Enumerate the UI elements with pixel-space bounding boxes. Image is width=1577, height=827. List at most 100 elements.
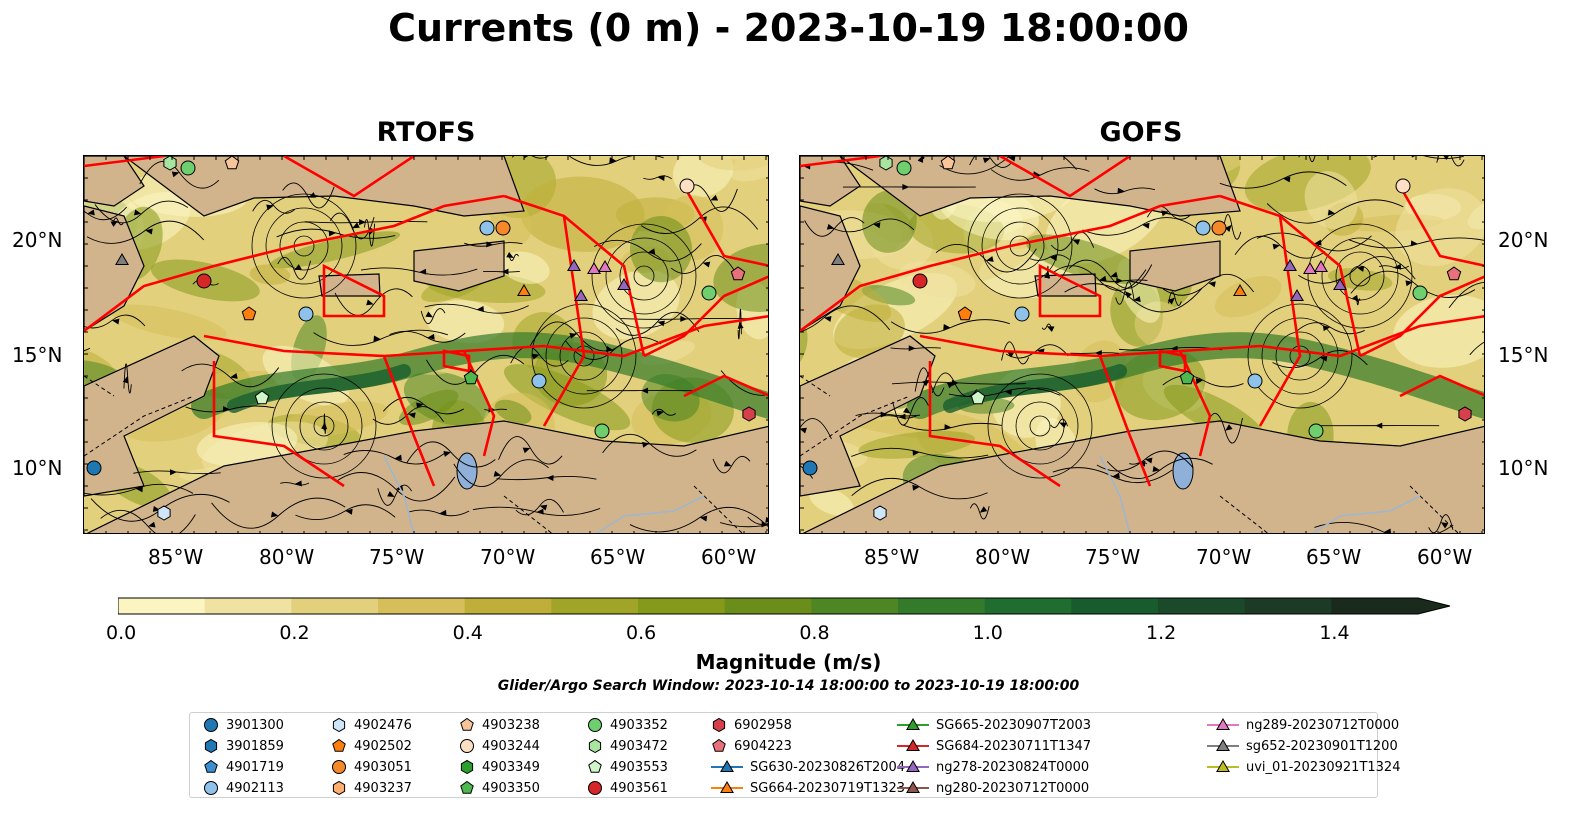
legend-marker-icon [712,738,726,752]
legend-marker-icon [906,781,920,793]
panel-title-rtofs: RTOFS [376,117,476,148]
land-cuba [123,156,525,217]
colorbar-segment [724,598,812,614]
legend-marker-icon [1216,760,1230,772]
legend-label: uvi_01-20230921T1324 [1246,759,1401,775]
float-marker [180,160,196,176]
float-marker [196,273,212,289]
legend-item: 3901859 [202,736,284,756]
lon-tick-label: 75°W [1085,545,1141,569]
colorbar-segment [378,598,466,614]
float-marker [495,220,511,236]
legend-marker-icon [588,738,602,754]
legend-marker-icon [906,718,920,730]
land-central-america-south [800,335,936,497]
colorbar-segment [638,598,726,614]
legend-label: 4902113 [226,780,284,796]
float-marker [831,253,845,265]
legend-item: ng289-20230712T0000 [1206,715,1399,735]
float-marker [957,306,973,321]
legend-marker-icon [588,759,602,773]
land-mexico [800,156,861,207]
float-marker [1308,423,1324,439]
float-marker [241,306,257,321]
float-marker [1290,289,1304,301]
lon-tick-label: 85°W [864,545,920,569]
land-mexico [84,156,145,207]
legend-item: 4902476 [330,715,412,735]
legend-label: ng280-20230712T0000 [936,780,1090,796]
float-marker [896,160,912,176]
legend-item: 4903352 [586,715,668,735]
legend-item: uvi_01-20230921T1324 [1206,757,1400,777]
float-marker [802,460,818,476]
float-marker [1014,306,1030,322]
lat-tick-label: 15°N [1498,343,1549,367]
legend-item: 6904223 [710,736,792,756]
legend-label: 4903238 [482,717,540,733]
colorbar-tick-label: 0.6 [626,622,657,644]
legend-marker-icon [332,780,346,796]
lake-maracaibo [456,452,478,490]
float-marker [479,220,495,236]
legend-item: SG684-20230711T1347 [896,736,1091,756]
legend-item: 4903350 [458,778,540,798]
float-marker [742,406,756,422]
legend-marker-icon [204,781,218,795]
lon-tick-label: 60°W [701,545,757,569]
legend-label: sg652-20230901T1200 [1246,738,1398,754]
lon-tick-label: 85°W [148,545,204,569]
float-marker [1233,284,1247,296]
lat-tick-label: 15°N [12,343,63,367]
float-marker [594,423,610,439]
float-marker [1446,266,1462,281]
land-central-america [84,205,145,332]
float-marker [617,278,631,290]
float-marker [873,505,887,521]
float-marker [1314,260,1328,272]
lat-tick-label: 20°N [1498,228,1549,252]
land-south-america [802,420,1484,533]
legend-marker-icon [906,739,920,751]
map-panel-gofs[interactable] [799,155,1485,534]
legend-label: 6902958 [734,717,792,733]
float-marker [298,306,314,322]
float-marker [463,370,479,385]
legend-marker-icon [588,781,602,795]
legend-label: 4903237 [354,780,412,796]
float-marker [879,156,893,171]
float-marker [574,289,588,301]
legend-marker-icon [204,738,218,754]
legend-marker-icon [1216,739,1230,751]
colorbar-segment [204,598,292,614]
legend-label: SG684-20230711T1347 [936,738,1092,754]
float-marker [912,273,928,289]
float-marker [1333,278,1347,290]
legend-marker-icon [720,760,734,772]
float-marker [1179,370,1195,385]
float-marker [517,284,531,296]
legend-item: 4903349 [458,757,540,777]
lat-tick-label: 10°N [1498,456,1549,480]
colorbar-tick-label: 1.0 [972,622,1003,644]
legend-marker-icon [460,780,474,794]
map-panel-rtofs[interactable] [83,155,769,534]
lon-tick-label: 65°W [590,545,646,569]
land-jamaica [1034,273,1097,297]
legend-label: 4903051 [354,759,412,775]
colorbar [117,596,1458,620]
colorbar-tick-label: 1.2 [1146,622,1177,644]
legend-label: 4903561 [610,780,668,796]
legend-label: 4903352 [610,717,668,733]
legend-marker-icon [204,718,218,732]
legend-item: SG664-20230719T1323 [710,778,905,798]
legend-marker-icon [332,738,346,752]
float-marker [587,262,601,274]
colorbar-tick-label: 1.4 [1319,622,1350,644]
legend-item: 6902958 [710,715,792,735]
float-marker [1211,220,1227,236]
colorbar-segment [291,598,379,614]
legend-item: 4901719 [202,757,284,777]
float-marker [730,266,746,281]
colorbar-segment [898,598,986,614]
